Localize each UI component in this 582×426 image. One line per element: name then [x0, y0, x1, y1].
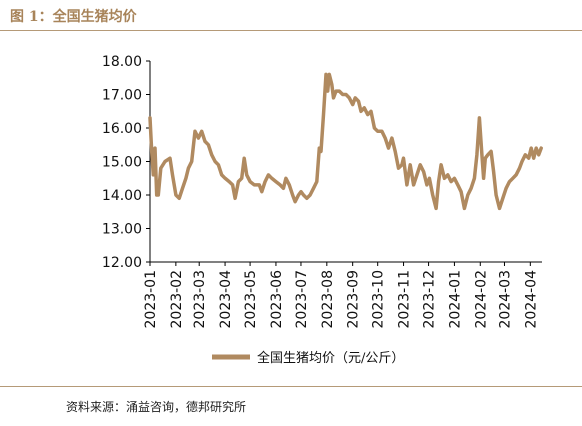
- x-tick-label: 2023-05: [243, 270, 259, 329]
- price-series-line: [148, 72, 543, 211]
- title-divider: [0, 30, 582, 31]
- x-tick-label: 2023-09: [346, 270, 362, 329]
- x-tick-label: 2023-03: [192, 270, 208, 329]
- x-tick-label: 2023-11: [397, 270, 413, 329]
- y-tick-label: 16.00: [102, 121, 142, 137]
- x-tick-label: 2023-10: [371, 270, 387, 329]
- price-line-chart: 12.00 13.00 14.00 15.00 16.00 17.00 18.00 2023…: [102, 54, 543, 366]
- x-tick-label: 2024-03: [497, 270, 513, 329]
- x-tick-label: 2023-12: [422, 270, 438, 329]
- legend: 全国生猪均价（元/公斤）: [212, 350, 404, 366]
- y-axis: 12.00 13.00 14.00 15.00 16.00 17.00 18.00: [102, 54, 151, 271]
- x-tick-label: 2024-02: [473, 270, 489, 329]
- y-tick-label: 17.00: [102, 88, 142, 104]
- y-tick-label: 18.00: [102, 54, 142, 70]
- x-axis: 2023-01 2023-02 2023-03 2023-04 2023-05 2023-…: [143, 261, 542, 329]
- series-group: [148, 72, 543, 211]
- legend-label: 全国生猪均价（元/公斤）: [257, 350, 404, 366]
- y-tick-label: 14.00: [102, 188, 142, 204]
- x-tick-label: 2023-02: [169, 270, 185, 329]
- x-tick-label: 2023-07: [294, 270, 310, 329]
- x-tick-label: 2023-04: [218, 270, 234, 329]
- y-tick-label: 12.00: [102, 255, 142, 271]
- figure-title: 图 1：全国生猪均价: [10, 9, 137, 25]
- x-tick-label: 2023-06: [269, 270, 285, 329]
- x-tick-label: 2023-01: [143, 270, 159, 329]
- y-tick-label: 15.00: [102, 155, 142, 171]
- x-tick-label: 2023-08: [320, 270, 336, 329]
- y-tick-label: 13.00: [102, 222, 142, 238]
- x-tick-label: 2024-01: [447, 270, 463, 329]
- x-tick-label: 2024-04: [523, 270, 539, 329]
- source-note: 资料来源：涌益咨询，德邦研究所: [66, 400, 247, 414]
- footer-divider: [0, 386, 582, 387]
